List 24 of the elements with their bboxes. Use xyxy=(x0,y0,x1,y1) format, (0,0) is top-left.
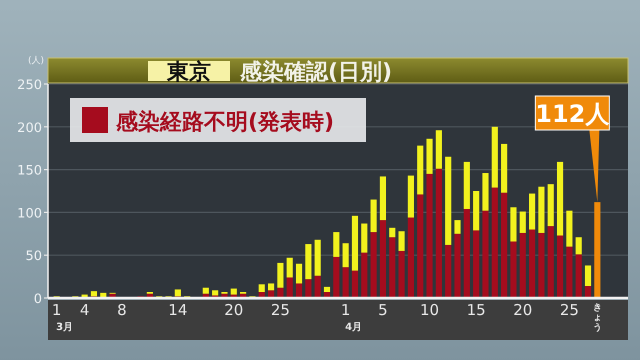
chart-title: 東京 xyxy=(166,59,211,85)
chart-subtitle: 感染確認(日別) xyxy=(239,59,392,85)
y-tick-label: 0 xyxy=(34,292,42,307)
y-tick-label: 50 xyxy=(25,249,42,264)
x-tick-label: 20 xyxy=(513,301,532,319)
x-tick-label: 10 xyxy=(420,301,440,319)
x-tick-label: 5 xyxy=(378,301,388,319)
x-tick-label: きょう xyxy=(592,303,602,333)
x-tick-label: 20 xyxy=(224,301,244,319)
x-tick-label: 25 xyxy=(560,301,579,319)
legend-label: 感染経路不明(発表時) xyxy=(115,109,334,135)
y-tick-label: 150 xyxy=(17,164,42,179)
x-tick-label: 14 xyxy=(168,301,188,319)
data-label: 112人 xyxy=(535,100,610,128)
y-axis-title: (人) xyxy=(28,55,44,66)
x-tick-label: 1 4月 xyxy=(340,301,362,333)
x-tick-label: 8 xyxy=(117,301,127,319)
x-tick-label: 25 xyxy=(270,301,290,319)
x-tick-label: 1 3月 xyxy=(52,301,74,333)
y-tick-label: 250 xyxy=(17,78,42,93)
x-tick-label: 15 xyxy=(466,301,486,319)
y-tick-label: 100 xyxy=(17,206,42,222)
y-tick-label: 200 xyxy=(17,120,42,136)
x-tick-label: 4 xyxy=(80,301,90,319)
